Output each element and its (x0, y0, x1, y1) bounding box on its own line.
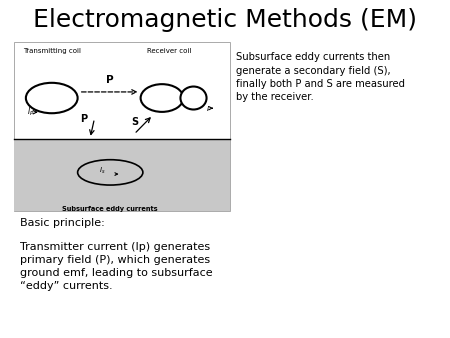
Text: Basic principle:: Basic principle: (20, 218, 105, 228)
Text: Transmitter current (Ip) generates
primary field (P), which generates
ground emf: Transmitter current (Ip) generates prima… (20, 242, 213, 291)
Text: P: P (106, 75, 113, 85)
Text: P: P (80, 114, 87, 124)
Text: $I_s$: $I_s$ (99, 166, 105, 176)
Text: Subsurface eddy currents: Subsurface eddy currents (63, 206, 158, 212)
Text: Receiver coil: Receiver coil (147, 48, 191, 54)
Text: $\Delta V_p$: $\Delta V_p$ (187, 93, 200, 103)
Text: $I$: $I$ (206, 104, 210, 113)
Text: $I_P$: $I_P$ (27, 106, 34, 118)
Text: Subsurface eddy currents then
generate a secondary field (S),
finally both P and: Subsurface eddy currents then generate a… (236, 52, 405, 102)
Text: S: S (131, 117, 139, 127)
Bar (14, 139, 230, 211)
Text: Transmitting coil: Transmitting coil (23, 48, 81, 54)
Text: Electromagnetic Methods (EM): Electromagnetic Methods (EM) (33, 8, 417, 32)
Ellipse shape (180, 87, 207, 110)
FancyBboxPatch shape (14, 42, 230, 211)
